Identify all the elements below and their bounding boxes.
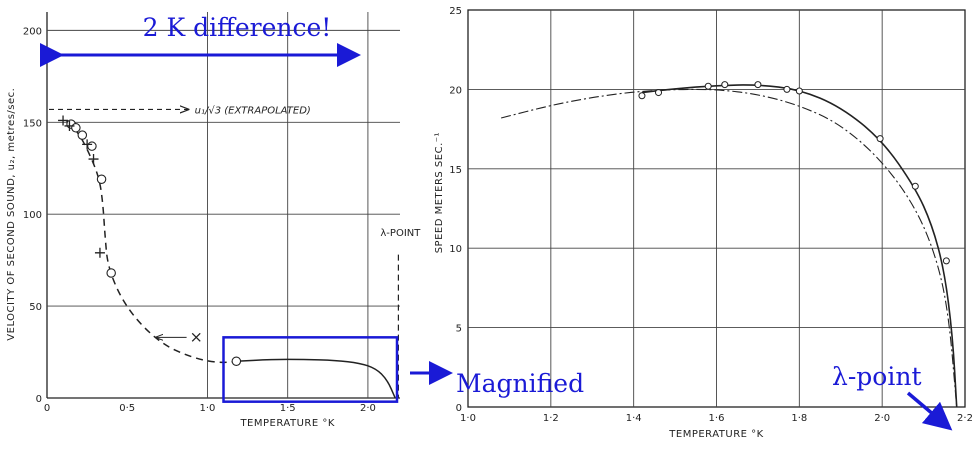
left-y-axis-label: VELOCITY OF SECOND SOUND, u₂, metres/sec…: [6, 88, 17, 341]
right-data-point-circle: [795, 87, 803, 95]
right-series-line: [641, 84, 958, 408]
left-data-point-plus: [82, 139, 93, 150]
two-kelvin-difference-label: 2 K difference!: [143, 13, 332, 42]
right-series-line: [500, 88, 958, 408]
left-y-tick-label: 50: [29, 302, 42, 313]
right-y-tick-label: 5: [456, 324, 462, 335]
left-x-tick-label: 2·0: [360, 403, 376, 414]
left-data-point-plus: [58, 115, 69, 126]
left-y-tick-label: 200: [23, 26, 42, 37]
left-y-tick-label: 0: [36, 394, 42, 405]
right-data-point-circle: [876, 135, 884, 143]
left-x-tick-label: 0·5: [119, 403, 135, 414]
lambda-point-annotation-arrow: [906, 391, 953, 431]
right-y-tick-label: 15: [449, 165, 462, 176]
right-x-tick-label: 2·2: [957, 413, 973, 424]
left-data-point-circle: [231, 356, 242, 366]
left-points: [58, 115, 242, 366]
right-chart: 1·0 1·2 1·4 1·6 1·8 2·0 2·2 0 5 10 15 20 25 TEMPERAT…: [434, 6, 973, 440]
right-data-point-circle: [942, 257, 950, 265]
extrapolated-label: u₁/√3 (EXTRAPOLATED): [195, 105, 311, 116]
left-data-point-circle: [96, 174, 107, 185]
right-x-tick-label: 1·2: [543, 413, 559, 424]
magnified-region-box: [222, 336, 399, 403]
lambda-point-label: λ-POINT: [380, 228, 421, 239]
right-x-tick-label: 1·6: [709, 413, 725, 424]
left-series: [65, 119, 396, 399]
left-data-point-circle: [77, 130, 88, 140]
right-x-tick-label: 1·4: [626, 413, 642, 424]
left-data-point-x: [191, 332, 201, 342]
right-y-tick-label: 25: [449, 6, 462, 17]
left-data-point-circle: [106, 268, 116, 278]
right-series: [500, 84, 958, 408]
left-data-point-circle: [71, 123, 81, 133]
right-tick-labels: 1·0 1·2 1·4 1·6 1·8 2·0 2·2 0 5 10 15 20 25: [449, 6, 973, 424]
right-y-tick-label: 10: [449, 244, 462, 255]
left-tick-labels: 0 0·5 1·0 1·5 2·0 0 50 100 150 200: [23, 26, 376, 414]
magnified-label: Magnified: [456, 369, 584, 398]
right-x-tick-label: 2·0: [874, 413, 890, 424]
left-x-tick-label: 1·0: [200, 403, 216, 414]
right-y-axis-label: SPEED METERS SEC.⁻¹: [434, 132, 445, 253]
right-points: [638, 81, 950, 265]
left-data-point-plus: [88, 154, 99, 165]
right-y-tick-label: 0: [456, 403, 462, 414]
right-data-point-circle: [721, 81, 729, 89]
left-series-line: [65, 119, 237, 364]
left-x-tick-label: 1·5: [280, 403, 296, 414]
left-x-tick-label: 0: [44, 403, 50, 414]
lambda-point-annotation: λ-point: [832, 362, 922, 391]
left-chart: 0 0·5 1·0 1·5 2·0 0 50 100 150 200 u₁/√3 (EXTRAPO…: [6, 12, 421, 429]
left-x-axis-label: TEMPERATURE °K: [239, 418, 334, 429]
left-data-point-plus: [94, 247, 105, 258]
left-data-point-circle: [87, 141, 97, 151]
right-data-point-circle: [911, 182, 919, 190]
right-grid: [467, 9, 966, 408]
left-data-point-plus: [64, 120, 75, 131]
left-series-line: [236, 358, 396, 399]
left-grid: [46, 12, 400, 399]
right-x-tick-label: 1·0: [460, 413, 476, 424]
right-data-point-circle: [754, 81, 762, 89]
left-y-tick-label: 100: [23, 210, 42, 221]
right-data-point-circle: [704, 82, 712, 90]
right-data-point-circle: [655, 89, 663, 97]
right-x-tick-label: 1·8: [791, 413, 807, 424]
left-y-tick-label: 150: [23, 118, 42, 129]
right-y-tick-label: 20: [449, 85, 462, 96]
right-data-point-circle: [638, 92, 646, 100]
right-data-point-circle: [783, 85, 791, 93]
right-x-axis-label: TEMPERATURE °K: [668, 429, 763, 440]
